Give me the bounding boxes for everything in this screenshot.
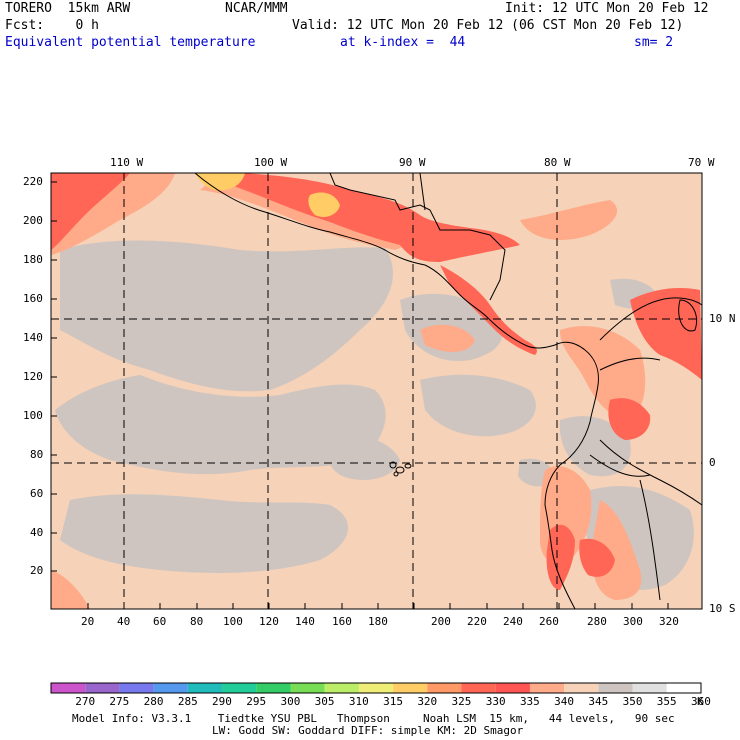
y-tick-label: 180 <box>23 253 43 266</box>
colorbar-label: 285 <box>177 695 198 708</box>
colorbar-label: 315 <box>383 695 403 708</box>
y-tick-label: 140 <box>23 331 43 344</box>
lat-label: 10 S <box>709 602 736 615</box>
colorbar-label: 305 <box>314 695 335 708</box>
colorbar-swatch <box>529 683 565 693</box>
model-info-line2: LW: Godd SW: Goddard DIFF: simple KM: 2D… <box>212 724 524 737</box>
colorbar-label: 295 <box>246 695 267 708</box>
x-tick-label: 200 <box>431 615 451 628</box>
grey-regions <box>55 240 694 590</box>
colorbar-swatch <box>222 683 257 693</box>
y-tick-label: 160 <box>23 292 43 305</box>
colorbar-frame <box>50 682 702 694</box>
model-info-line1: Model Info: V3.3.1 Tiedtke YSU PBL Thomp… <box>72 712 675 725</box>
lat-label: 10 N <box>709 312 736 325</box>
colorbar-swatch <box>666 683 701 693</box>
x-tick-label: 60 <box>153 615 167 628</box>
colorbar-swatch <box>598 683 633 693</box>
x-tick-label: 180 <box>368 615 388 628</box>
colorbar-label: 275 <box>109 695 130 708</box>
warm-spots <box>195 173 340 217</box>
colorbar-label: 345 <box>588 695 609 708</box>
colorbar-label: 270 <box>75 695 96 708</box>
lat-lon-grid <box>51 173 702 609</box>
x-tick-marks <box>87 603 669 609</box>
colorbar-label: 350 <box>622 695 643 708</box>
x-tick-label: 280 <box>587 615 607 628</box>
colorbar-label: 300 <box>280 695 301 708</box>
colorbar-swatch <box>85 683 120 693</box>
y-tick-label: 120 <box>23 370 43 383</box>
x-tick-label: 220 <box>467 615 487 628</box>
map-frame <box>50 172 703 610</box>
colorbar-swatch <box>495 683 530 693</box>
colorbar <box>51 683 701 693</box>
x-tick-label: 300 <box>623 615 643 628</box>
lon-label: 100 W <box>254 156 288 169</box>
lat-label: 0 <box>709 456 716 469</box>
red-regions <box>51 173 702 590</box>
colorbar-label: 330 <box>485 695 506 708</box>
x-tick-label: 20 <box>81 615 95 628</box>
galapagos-islands <box>389 461 412 477</box>
colorbar-swatch <box>119 683 154 693</box>
lon-label: 90 W <box>399 156 426 169</box>
colorbar-label: 290 <box>212 695 232 708</box>
colorbar-swatch <box>393 683 428 693</box>
lon-label: 70 W <box>688 156 715 169</box>
lon-label: 110 W <box>110 156 144 169</box>
level-label: at k-index = 44 <box>340 35 466 50</box>
colorbar-swatch <box>187 683 223 693</box>
model-title: TORERO 15km ARW <box>5 1 131 16</box>
x-tick-label: 40 <box>117 615 131 628</box>
field-name: Equivalent potential temperature <box>5 35 256 50</box>
colorbar-label: 280 <box>143 695 164 708</box>
colorbar-swatch <box>153 683 188 693</box>
colorbar-swatch <box>51 683 86 693</box>
colorbar-label: 320 <box>417 695 438 708</box>
theta-e-field <box>51 173 702 609</box>
x-tick-label: 140 <box>295 615 315 628</box>
x-tick-label: 120 <box>259 615 279 628</box>
colorbar-swatch <box>324 683 359 693</box>
coastlines <box>194 173 702 609</box>
x-tick-label: 240 <box>503 615 523 628</box>
y-tick-label: 60 <box>30 487 44 500</box>
colorbar-label: 355 <box>656 695 677 708</box>
lon-label: 80 W <box>544 156 571 169</box>
colorbar-label: 340 <box>554 695 575 708</box>
smoothing-label: sm= 2 <box>634 35 674 50</box>
colorbar-unit: K <box>697 695 704 708</box>
colorbar-label: 325 <box>451 695 472 708</box>
y-tick-label: 80 <box>30 448 44 461</box>
y-tick-label: 220 <box>23 175 43 188</box>
x-tick-label: 80 <box>190 615 204 628</box>
colorbar-swatch <box>358 683 394 693</box>
colorbar-swatch <box>290 683 325 693</box>
y-tick-label: 40 <box>30 526 44 539</box>
init-time: Init: 12 UTC Mon 20 Feb 12 <box>505 1 709 16</box>
y-tick-label: 100 <box>23 409 43 422</box>
y-tick-label: 20 <box>30 564 44 577</box>
colorbar-label: 310 <box>348 695 369 708</box>
x-tick-label: 100 <box>223 615 243 628</box>
colorbar-swatch <box>256 683 291 693</box>
colorbar-swatch <box>564 683 599 693</box>
x-tick-label: 320 <box>659 615 679 628</box>
colorbar-label: 335 <box>519 695 540 708</box>
y-tick-label: 200 <box>23 214 43 227</box>
x-tick-label: 160 <box>332 615 352 628</box>
forecast-hour: Fcst: 0 h <box>5 18 99 33</box>
org-label: NCAR/MMM <box>225 1 288 16</box>
y-tick-marks <box>51 181 57 572</box>
colorbar-label: 360 <box>691 695 711 708</box>
colorbar-swatch <box>427 683 462 693</box>
colorbar-swatch <box>461 683 496 693</box>
x-tick-label: 260 <box>539 615 559 628</box>
colorbar-swatch <box>632 683 667 693</box>
valid-time: Valid: 12 UTC Mon 20 Feb 12 (06 CST Mon … <box>292 18 684 33</box>
